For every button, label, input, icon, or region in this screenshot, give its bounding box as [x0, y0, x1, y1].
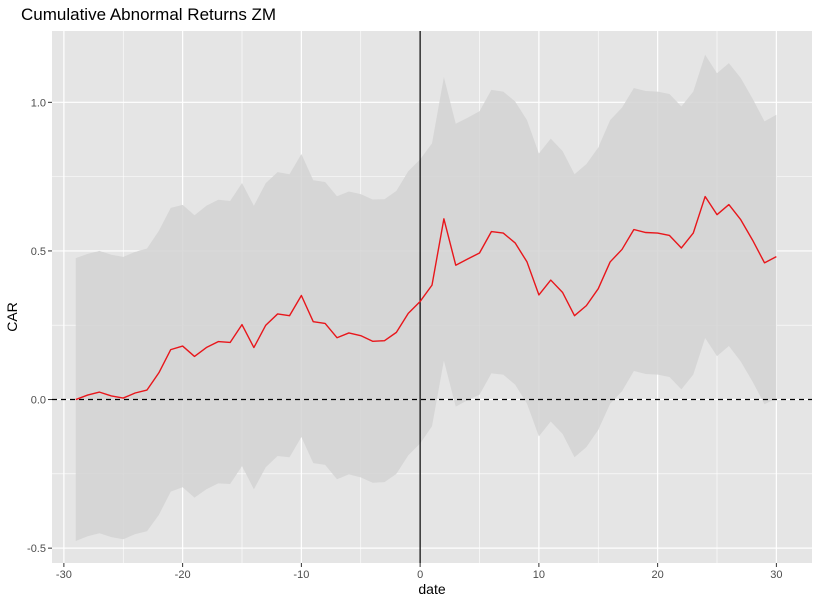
- reference-lines: [52, 31, 812, 563]
- x-tick-label: -20: [175, 569, 191, 581]
- car-series: [75, 195, 777, 401]
- y-tick-label: 0.5: [31, 246, 46, 258]
- x-tick-label: -10: [293, 569, 309, 581]
- y-axis-title: CAR: [4, 302, 20, 332]
- x-tick-label: -30: [56, 569, 72, 581]
- x-tick-label: 30: [770, 569, 782, 581]
- x-tick-label: 20: [652, 569, 664, 581]
- y-tick-label: -0.5: [27, 543, 46, 555]
- confidence-band: [75, 54, 777, 542]
- y-axis: -0.5 0.0 0.5 1.0: [27, 97, 52, 555]
- chart-title: Cumulative Abnormal Returns ZM: [21, 5, 276, 24]
- x-tick-label: 10: [533, 569, 545, 581]
- confidence-band-area: [75, 54, 777, 542]
- y-tick-label: 1.0: [31, 97, 46, 109]
- y-tick-label: 0.0: [31, 395, 46, 407]
- x-axis: -30 -20 -10 0 10 20 30: [56, 563, 783, 581]
- x-axis-title: date: [418, 581, 445, 597]
- x-tick-label: 0: [417, 569, 423, 581]
- car-line: [75, 195, 777, 401]
